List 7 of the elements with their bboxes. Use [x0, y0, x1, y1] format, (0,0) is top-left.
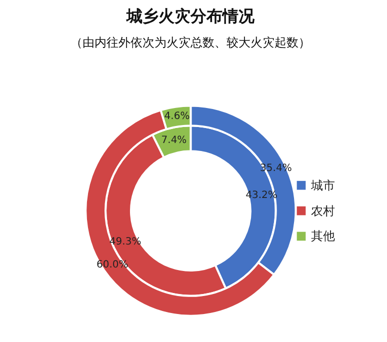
legend-label: 城市: [310, 178, 336, 192]
legend-label: 其他: [311, 229, 336, 244]
data-label: 4.6%: [164, 111, 190, 122]
data-label: 7.4%: [161, 134, 187, 146]
legend-label: 农村: [311, 204, 336, 218]
chart-subtitle: （由内往外依次为火灾总数、较大火灾起数）: [70, 36, 311, 50]
chart-title: 城乡火灾分布情况: [126, 6, 256, 26]
